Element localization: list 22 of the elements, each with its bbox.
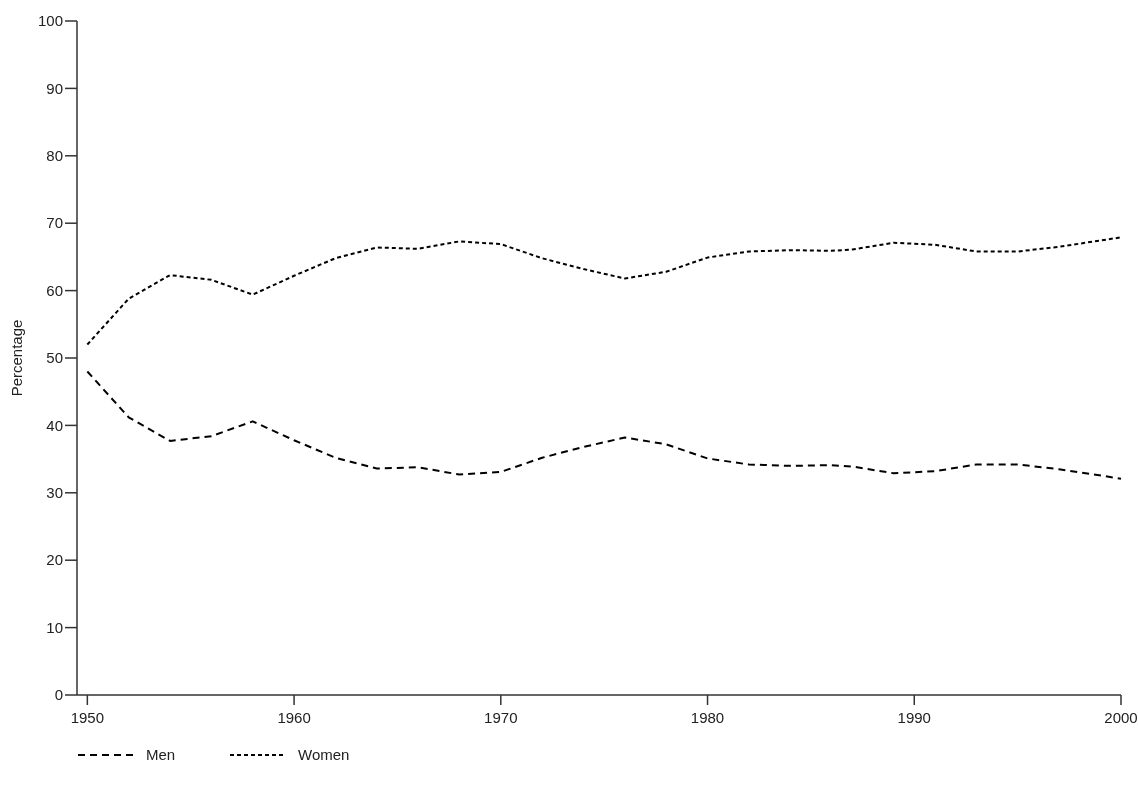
y-tick-label: 100: [37, 12, 63, 30]
x-tick-label: 2000: [1104, 709, 1138, 726]
y-tick-label: 50: [46, 349, 63, 367]
line-series: [86, 370, 1122, 480]
y-tick-label: 0: [54, 686, 63, 704]
y-tick-label: 10: [46, 618, 63, 636]
legend-label: Men: [146, 746, 176, 764]
legend-label: Women: [298, 746, 350, 764]
y-tick-label: 40: [46, 416, 63, 434]
x-tick-label: 1970: [484, 709, 518, 726]
y-tick-label: 90: [46, 79, 63, 97]
x-tick-label: 1990: [897, 709, 931, 726]
x-tick-label: 1950: [70, 709, 105, 726]
x-tick-label: 1960: [277, 709, 311, 726]
y-tick-label: 20: [46, 551, 63, 569]
y-tick-label: 30: [46, 484, 63, 502]
y-tick-label: 60: [46, 281, 63, 299]
line-series: [86, 236, 1122, 346]
y-tick-label: 80: [46, 147, 63, 165]
y-tick-label: 70: [46, 214, 63, 232]
y-axis-title: Percentage: [8, 319, 25, 397]
x-tick-label: 1980: [690, 709, 725, 726]
